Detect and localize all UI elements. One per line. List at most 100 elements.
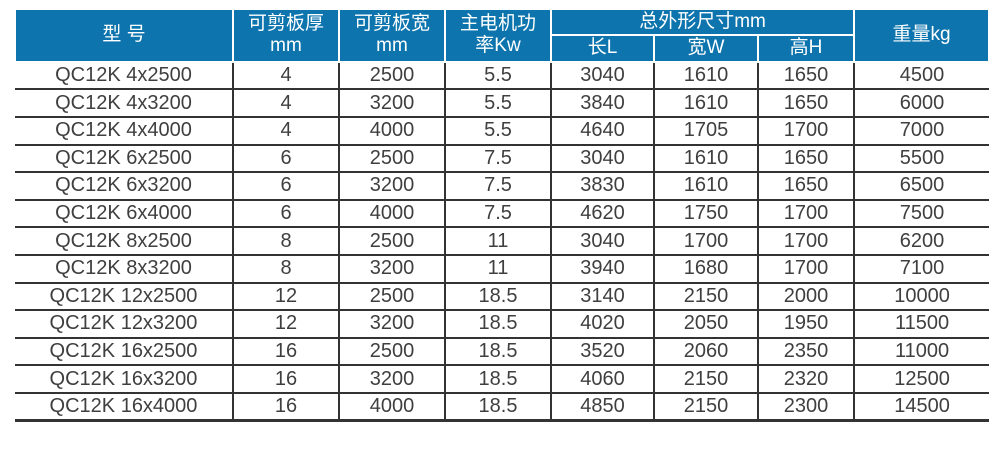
cell-width: 2150 [653,391,759,423]
cell-cut-thickness: 4 [232,88,340,118]
cell-width: 1610 [653,88,759,118]
cell-width: 1610 [653,171,759,201]
cell-cut-thickness: 16 [232,391,340,423]
cell-model: QC12K 6x2500 [15,143,234,174]
cell-width: 1610 [653,143,759,174]
cell-cut-thickness: 6 [232,143,340,174]
header-length: 长L [550,34,655,63]
cell-model: QC12K 16x2500 [15,336,234,367]
header-cut-width: 可剪板宽 mm [338,8,446,63]
table-row: QC12K 16x4000 16 4000 18.5 4850 2150 2300 14500 [15,391,990,423]
cell-cut-width: 3200 [338,364,446,394]
table-row: QC12K 16x3200 16 3200 18.5 4060 2150 2320 12500 [15,364,990,394]
cell-cut-thickness: 4 [232,116,340,146]
cell-model: QC12K 12x2500 [15,281,234,312]
cell-cut-width: 2500 [338,60,446,91]
cell-length: 3140 [550,281,655,312]
header-model: 型 号 [14,8,234,63]
cell-cut-width: 2500 [338,281,446,312]
cell-length: 3040 [550,226,655,256]
cell-motor-power: 7.5 [444,143,552,174]
cell-height: 1700 [756,226,856,256]
cell-weight: 5500 [853,143,990,174]
cell-width: 2060 [653,336,759,367]
cell-weight: 14500 [853,391,990,423]
cell-width: 1610 [653,60,759,91]
cell-weight: 7100 [853,253,990,284]
cell-cut-width: 4000 [338,198,446,229]
cell-width: 2150 [653,281,759,312]
cell-weight: 11000 [853,336,990,367]
cell-motor-power: 11 [444,253,552,284]
cell-length: 3520 [550,336,655,367]
cell-motor-power: 5.5 [444,116,552,146]
cell-motor-power: 5.5 [444,60,552,91]
cell-width: 1680 [653,253,759,284]
cell-weight: 7000 [853,116,990,146]
cell-motor-power: 18.5 [444,309,552,339]
cell-length: 4060 [550,364,655,394]
cell-height: 1700 [756,253,856,284]
cell-motor-power: 11 [444,226,552,256]
cell-height: 1700 [756,198,856,229]
cell-weight: 11500 [853,309,990,339]
header-row-sub: 长L 宽W 高H [15,34,989,63]
header-weight: 重量kg [853,8,991,63]
header-row-top: 型 号 可剪板厚 mm 可剪板宽 mm 主电机功 率Kw 总外形尺寸mm 重量k… [14,7,991,63]
cell-width: 1705 [653,116,759,146]
cell-motor-power: 18.5 [444,336,552,367]
cell-motor-power: 7.5 [444,171,552,201]
cell-cut-thickness: 8 [232,253,340,284]
cell-model: QC12K 6x4000 [15,198,234,229]
cell-width: 2050 [653,309,759,339]
cell-length: 4620 [550,198,655,229]
table-row: QC12K 8x3200 8 3200 11 3940 1680 1700 7100 [15,253,990,284]
cell-length: 4640 [550,116,655,146]
cell-cut-thickness: 6 [232,171,340,201]
cell-width: 1750 [653,198,759,229]
cell-cut-width: 3200 [338,253,446,284]
header-width: 宽W [653,34,759,63]
cell-length: 3940 [550,253,655,284]
cell-length: 3830 [550,171,655,201]
cell-model: QC12K 8x2500 [15,226,234,256]
cell-cut-thickness: 12 [232,281,340,312]
header-cut-thickness: 可剪板厚 mm [232,8,340,63]
table-row: QC12K 6x3200 6 3200 7.5 3830 1610 1650 6500 [15,171,990,201]
cell-motor-power: 7.5 [444,198,552,229]
table-row: QC12K 8x2500 8 2500 11 3040 1700 1700 6200 [15,226,990,256]
cell-height: 1650 [756,88,856,118]
table-row: QC12K 12x3200 12 3200 18.5 4020 2050 1950 11500 [15,309,990,339]
cell-motor-power: 18.5 [444,364,552,394]
cell-width: 1700 [653,226,759,256]
cell-weight: 10000 [853,281,990,312]
shearing-machine-spec-table: 型 号 可剪板厚 mm 可剪板宽 mm 主电机功 率Kw 总外形尺寸mm 重量k… [14,7,991,423]
cell-height: 1950 [756,309,856,339]
cell-length: 4020 [550,309,655,339]
cell-cut-thickness: 4 [232,60,340,91]
spec-table-header: 型 号 可剪板厚 mm 可剪板宽 mm 主电机功 率Kw 总外形尺寸mm 重量k… [14,7,991,63]
table-row: QC12K 4x2500 4 2500 5.5 3040 1610 1650 4500 [15,60,990,91]
cell-weight: 4500 [853,60,990,91]
cell-cut-width: 2500 [338,143,446,174]
cell-motor-power: 18.5 [444,281,552,312]
cell-weight: 6200 [853,226,990,256]
spec-table-body: QC12K 4x2500 4 2500 5.5 3040 1610 1650 4500 QC12… [15,60,990,423]
table-row: QC12K 16x2500 16 2500 18.5 3520 2060 2350 11000 [15,336,990,367]
cell-height: 2300 [756,391,856,423]
cell-length: 3040 [550,143,655,174]
cell-cut-thickness: 16 [232,364,340,394]
cell-weight: 6000 [853,88,990,118]
cell-height: 2350 [756,336,856,367]
table-row: QC12K 12x2500 12 2500 18.5 3140 2150 2000 10000 [15,281,990,312]
cell-cut-width: 3200 [338,309,446,339]
cell-model: QC12K 4x4000 [15,116,234,146]
cell-height: 1650 [756,60,856,91]
cell-cut-thickness: 16 [232,336,340,367]
cell-height: 1700 [756,116,856,146]
cell-model: QC12K 6x3200 [15,171,234,201]
cell-height: 1650 [756,171,856,201]
cell-weight: 7500 [853,198,990,229]
header-height: 高H [756,34,856,63]
